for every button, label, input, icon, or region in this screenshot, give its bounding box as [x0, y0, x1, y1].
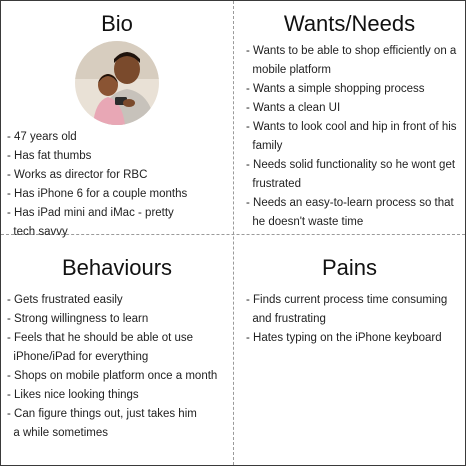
- list-item: - Has fat thumbs: [7, 150, 92, 162]
- list-item: a while sometimes: [7, 427, 108, 439]
- behaviours-title: Behaviours: [61, 255, 173, 280]
- list-item: he doesn't waste time: [246, 216, 364, 228]
- list-item: - Can figure things out, just takes him: [7, 408, 197, 420]
- list-item: - Works as director for RBC: [7, 169, 148, 181]
- list-item: - Finds current process time consuming: [246, 294, 448, 306]
- list-item: - Wants to be able to shop efficiently o…: [246, 45, 457, 57]
- list-item: - Strong willingness to learn: [7, 313, 149, 325]
- list-item: frustrated: [246, 178, 301, 190]
- list-item: - Shops on mobile platform once a month: [7, 370, 218, 382]
- vertical-divider: [233, 1, 234, 465]
- list-item: - Gets frustrated easily: [7, 294, 123, 306]
- list-item: tech savvy: [7, 226, 68, 238]
- list-item: - Wants a clean UI: [246, 102, 341, 114]
- list-item: - Wants to look cool and hip in front of…: [246, 121, 457, 133]
- bio-title: Bio: [101, 11, 133, 36]
- behaviours-section: Behaviours - Gets frustrated easily - St…: [1, 235, 233, 465]
- list-item: iPhone/iPad for everything: [7, 351, 149, 363]
- wants-needs-list: - Wants to be able to shop efficiently o…: [234, 37, 465, 232]
- list-item: - Likes nice looking things: [7, 389, 139, 401]
- list-item: mobile platform: [246, 64, 332, 76]
- list-item: - Has iPhone 6 for a couple months: [7, 188, 188, 200]
- bio-list: - 47 years old - Has fat thumbs - Works …: [1, 128, 233, 242]
- list-item: - 47 years old: [7, 131, 77, 143]
- wants-needs-title: Wants/Needs: [283, 11, 416, 36]
- pains-list: - Finds current process time consuming a…: [234, 281, 465, 348]
- pains-section: Pains - Finds current process time consu…: [234, 235, 465, 465]
- list-item: - Feels that he should be able ot use: [7, 332, 194, 344]
- list-item: and frustrating: [246, 313, 326, 325]
- persona-photo-icon: [75, 41, 159, 125]
- list-item: - Has iPad mini and iMac - pretty: [7, 207, 174, 219]
- list-item: - Hates typing on the iPhone keyboard: [246, 332, 442, 344]
- wants-needs-section: Wants/Needs - Wants to be able to shop e…: [234, 1, 465, 234]
- horizontal-divider: [1, 234, 465, 235]
- pains-title: Pains: [321, 255, 378, 280]
- persona-avatar: [75, 41, 159, 125]
- bio-section: Bio - 47 years old: [1, 1, 233, 238]
- behaviours-list: - Gets frustrated easily - Strong willin…: [1, 281, 233, 443]
- list-item: family: [246, 140, 283, 152]
- list-item: - Needs solid functionality so he wont g…: [246, 159, 456, 171]
- list-item: - Needs an easy-to-learn process so that: [246, 197, 454, 209]
- list-item: - Wants a simple shopping process: [246, 83, 425, 95]
